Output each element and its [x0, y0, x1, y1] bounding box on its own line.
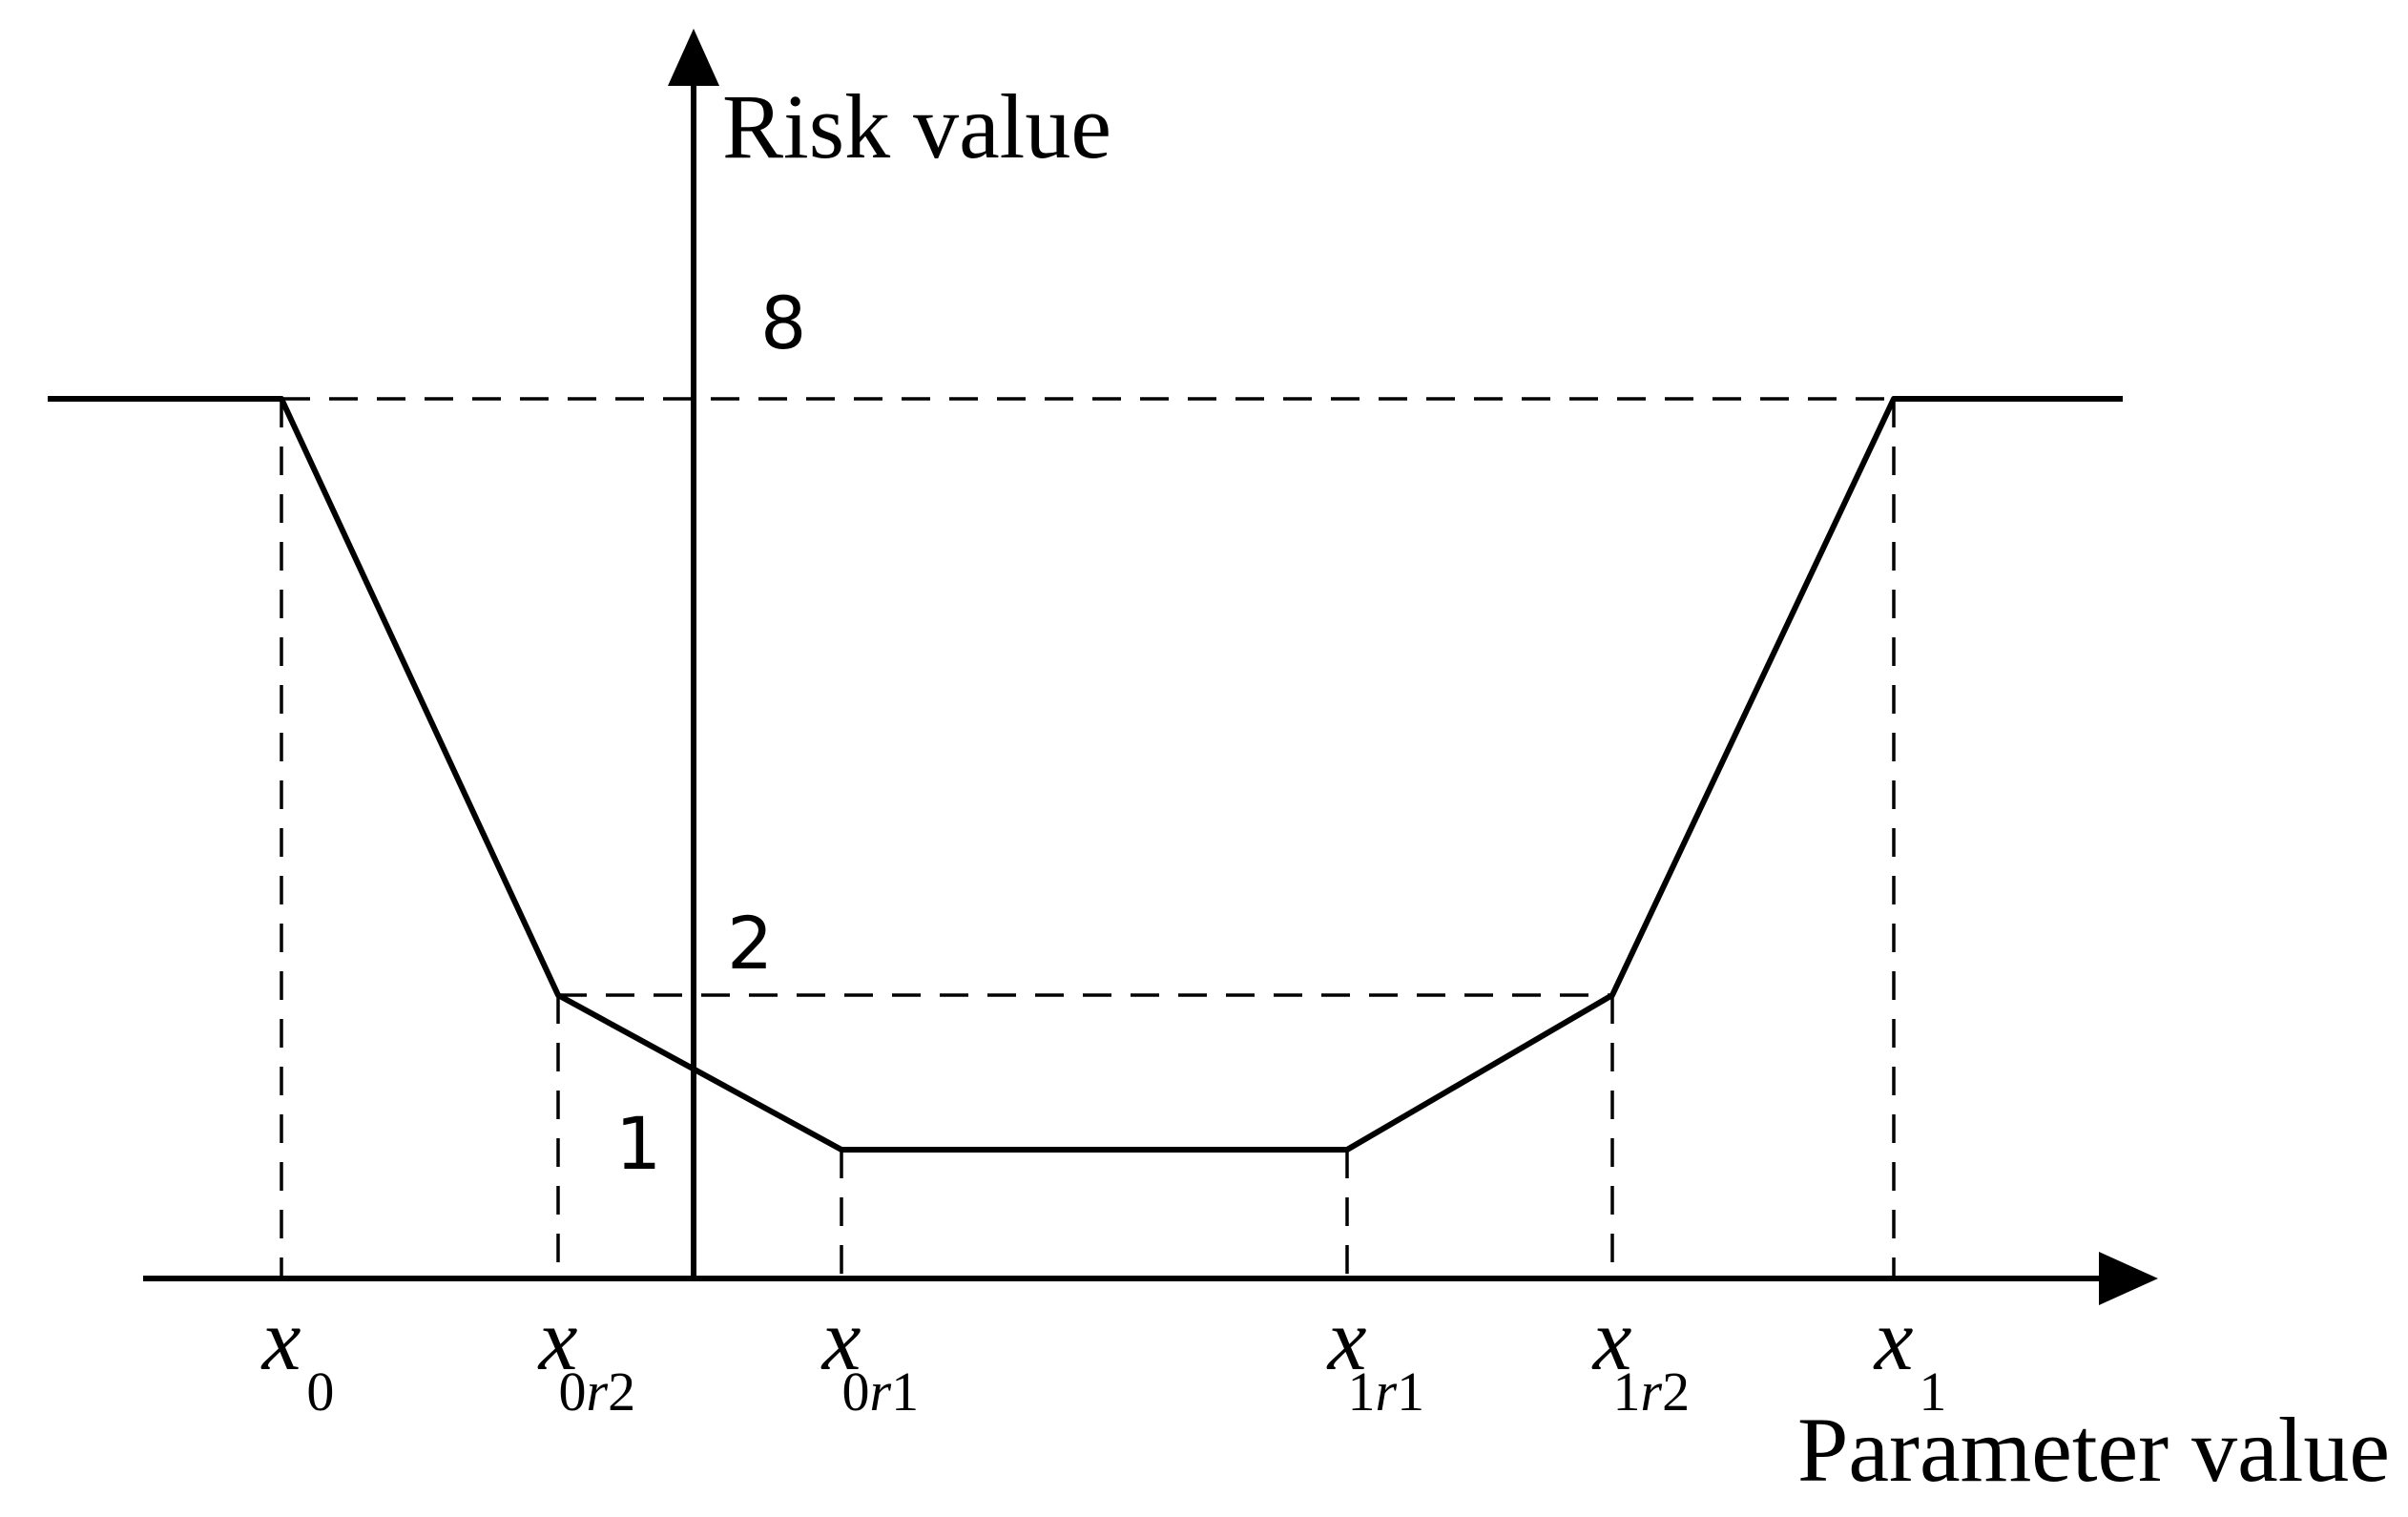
- tick-label-x1r2: x 1r2: [1591, 1291, 1691, 1423]
- tick-label-x0r2: x 0r2: [537, 1291, 636, 1423]
- tick-label-x1: x1: [1873, 1291, 1947, 1423]
- risk-curve: [48, 396, 2123, 1153]
- y-axis-label: Risk value: [722, 75, 1111, 177]
- level-2-label: 2: [727, 901, 773, 986]
- tick-label-x0: x0: [260, 1291, 335, 1423]
- x-axis-label: Parameter value: [1797, 1399, 2390, 1501]
- tick-label-x0r1: x 0r1: [820, 1291, 920, 1423]
- x-axis-arrowhead: [2099, 1252, 2158, 1305]
- y-axis-arrowhead: [668, 29, 719, 86]
- tick-label-x1r1: x 1r1: [1326, 1291, 1425, 1423]
- x-tick-labels: x0 x 0r2 x 0r1 x 1r1 x 1r2 x1: [260, 1291, 1947, 1423]
- level-8-label: 8: [760, 281, 806, 365]
- level-1-label: 1: [615, 1101, 661, 1186]
